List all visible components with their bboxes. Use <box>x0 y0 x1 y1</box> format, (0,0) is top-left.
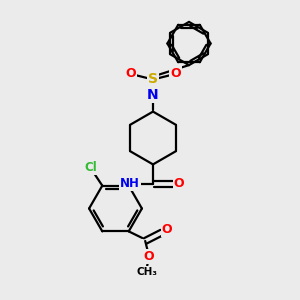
Text: CH₃: CH₃ <box>136 267 157 277</box>
Text: NH: NH <box>120 177 140 190</box>
Text: O: O <box>174 177 184 190</box>
Text: O: O <box>162 223 172 236</box>
Text: Cl: Cl <box>85 161 97 174</box>
Text: S: S <box>148 73 158 86</box>
Text: O: O <box>125 67 136 80</box>
Text: O: O <box>170 67 181 80</box>
Text: O: O <box>143 250 154 263</box>
Text: N: N <box>147 88 159 102</box>
